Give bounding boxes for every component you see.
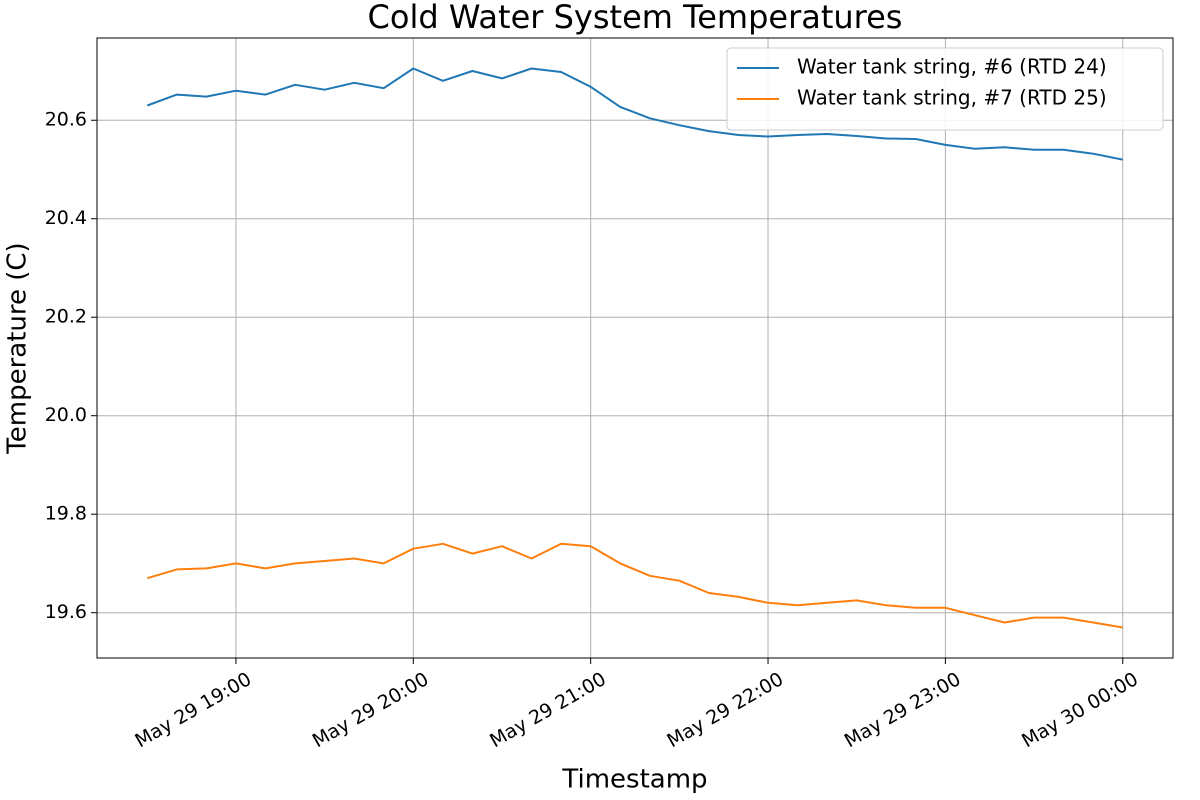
line-series xyxy=(147,542,1123,629)
x-axis-label: Timestamp xyxy=(561,765,707,795)
y-tick-label: 20.0 xyxy=(45,404,87,426)
line-series xyxy=(146,67,1123,161)
x-tick-label: May 29 22:00 xyxy=(663,668,787,752)
x-tick-label: May 29 23:00 xyxy=(841,668,965,752)
x-tick-label: May 30 00:00 xyxy=(1018,668,1142,752)
y-tick-label: 20.2 xyxy=(45,306,87,328)
y-tick-label: 19.6 xyxy=(45,601,87,623)
legend-box xyxy=(726,47,1164,131)
x-tick-label: May 29 20:00 xyxy=(309,668,433,752)
y-tick-label: 19.8 xyxy=(45,503,87,525)
legend: Water tank string, #6 (RTD 24) Water tank… xyxy=(726,47,1164,131)
y-tick-label: 20.4 xyxy=(45,207,87,229)
y-tick-label: 20.6 xyxy=(45,109,87,131)
x-tick-label: May 29 19:00 xyxy=(131,668,255,752)
y-axis-label: Temperature (C) xyxy=(3,242,33,454)
legend-label: Water tank string, #6 (RTD 24) xyxy=(797,55,1107,79)
plot-frame xyxy=(96,37,1174,659)
chart-title: Cold Water System Temperatures xyxy=(368,0,903,36)
legend-label: Water tank string, #7 (RTD 25) xyxy=(797,86,1107,110)
x-tick-label: May 29 21:00 xyxy=(486,668,610,752)
